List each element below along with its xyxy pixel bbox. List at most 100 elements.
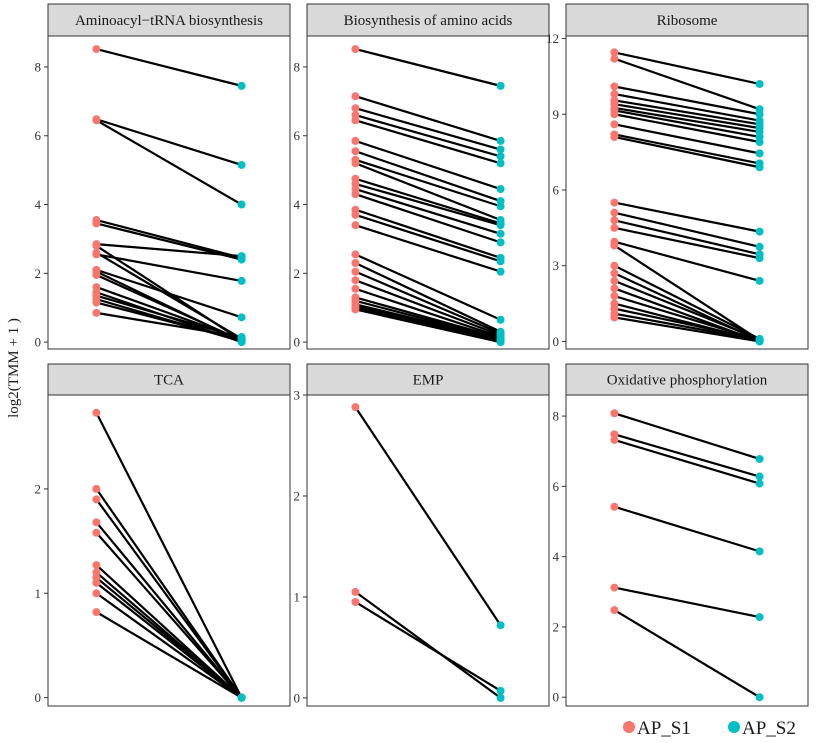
data-points [92, 408, 246, 702]
pair-line [354, 279, 502, 337]
point-ap-s1 [92, 241, 101, 250]
pair-line [95, 610, 243, 699]
y-tick-label: 4 [294, 197, 301, 212]
pair-line [613, 312, 761, 342]
pair-line [613, 103, 761, 130]
pair-line [613, 438, 761, 485]
point-ap-s1 [610, 291, 619, 300]
point-ap-s1 [610, 409, 619, 418]
pair-line [95, 301, 243, 342]
point-ap-s1 [92, 45, 101, 54]
point-ap-s1 [610, 82, 619, 91]
point-ap-s2 [755, 79, 764, 88]
point-ap-s1 [351, 305, 360, 314]
point-ap-s1 [351, 136, 360, 145]
pair-line [354, 600, 502, 692]
data-points [610, 409, 764, 702]
facet-title: EMP [413, 373, 444, 389]
point-ap-s1 [610, 435, 619, 444]
point-ap-s1 [351, 250, 360, 259]
point-ap-s1 [351, 45, 360, 54]
pair-lines [354, 406, 502, 700]
pair-line [613, 264, 761, 341]
y-tick-label: 2 [294, 266, 301, 281]
pair-line [95, 531, 243, 699]
pair-line [613, 244, 761, 342]
point-ap-s2 [755, 479, 764, 488]
point-ap-s1 [610, 313, 619, 322]
data-points [92, 45, 246, 347]
point-ap-s1 [92, 219, 101, 228]
y-tick-label: 0 [294, 335, 301, 350]
pair-line [613, 219, 761, 256]
pair-line [354, 139, 502, 191]
point-ap-s1 [351, 159, 360, 168]
plot-panel [565, 35, 809, 350]
point-ap-s1 [610, 90, 619, 99]
facet-panel-4: TCA 0 1 2 [35, 363, 291, 707]
y-tick-label: 4 [35, 197, 42, 212]
point-ap-s2 [496, 686, 505, 695]
facet-panels: Aminoacyl−tRNA biosynthesis02468Biosynth… [35, 3, 809, 707]
point-ap-s2 [755, 693, 764, 702]
y-tick-label: 8 [294, 59, 301, 74]
point-ap-s1 [351, 259, 360, 268]
point-ap-s2 [755, 138, 764, 147]
pair-line [95, 218, 243, 259]
pair-line [95, 294, 243, 340]
point-ap-s2 [755, 163, 764, 172]
point-ap-s2 [755, 242, 764, 251]
pair-line [354, 270, 502, 335]
point-ap-s1 [351, 403, 360, 412]
point-ap-s1 [610, 54, 619, 63]
y-tick-label: 0 [35, 690, 42, 705]
point-ap-s1 [351, 147, 360, 156]
point-ap-s2 [496, 693, 505, 702]
point-ap-s1 [92, 408, 101, 417]
facet-strip [565, 3, 809, 37]
data-points [610, 48, 764, 346]
pair-line [95, 268, 243, 319]
point-ap-s2 [237, 200, 246, 209]
facet-panel-2: Biosynthesis of amino acids 0 2 4 6 8 [294, 3, 550, 350]
pair-line [613, 433, 761, 478]
pair-line [613, 279, 761, 341]
pair-line [354, 306, 502, 343]
point-ap-s2 [496, 145, 505, 154]
point-ap-s2 [496, 267, 505, 276]
point-ap-s1 [92, 589, 101, 598]
pair-line [613, 294, 761, 342]
point-ap-s2 [496, 229, 505, 238]
point-ap-s2 [755, 254, 764, 263]
facet-strip [565, 363, 809, 396]
point-ap-s1 [92, 495, 101, 504]
point-ap-s1 [610, 284, 619, 293]
point-ap-s1 [610, 276, 619, 285]
legend-label-2: AP_S2 [742, 718, 796, 739]
pair-line [354, 299, 502, 340]
pair-line [613, 586, 761, 619]
pair-line [354, 119, 502, 165]
pair-line [613, 109, 761, 139]
pair-line [613, 51, 761, 86]
pair-line [354, 114, 502, 158]
point-ap-s1 [92, 528, 101, 537]
pair-line [613, 226, 761, 260]
point-ap-s1 [610, 132, 619, 141]
y-tick-label: 3 [294, 388, 301, 403]
y-tick-label: 2 [553, 619, 560, 634]
pair-line [613, 316, 761, 343]
pair-line [95, 592, 243, 699]
legend-label-1: AP_S1 [637, 718, 691, 739]
point-ap-s1 [610, 261, 619, 270]
point-ap-s2 [496, 257, 505, 266]
pair-line [613, 135, 761, 169]
pair-lines [613, 51, 761, 343]
point-ap-s1 [92, 608, 101, 617]
pair-line [354, 253, 502, 321]
point-ap-s2 [755, 613, 764, 622]
pair-line [613, 307, 761, 341]
plot-panel [565, 394, 809, 707]
pair-line [354, 303, 502, 341]
y-tick-label: 9 [553, 107, 560, 122]
